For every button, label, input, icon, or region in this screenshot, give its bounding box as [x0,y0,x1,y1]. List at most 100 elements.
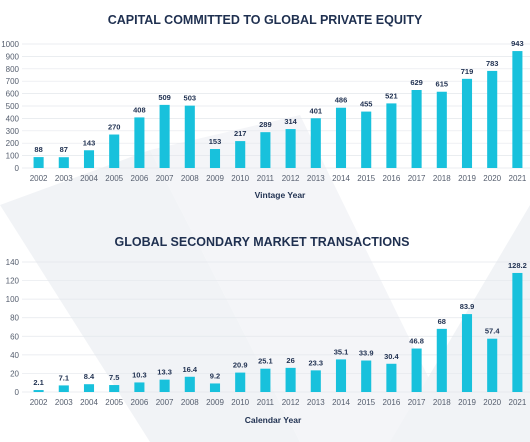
x-tick-label: 2004 [80,174,98,183]
x-tick-label: 2017 [408,398,426,407]
x-tick-label: 2015 [357,398,375,407]
data-label: 143 [83,138,96,147]
y-tick-label: 400 [6,114,20,123]
x-tick-label: 2006 [131,398,149,407]
bar [109,134,120,168]
bar [436,91,447,168]
y-tick-label: 500 [6,102,20,111]
bar [83,150,95,168]
bar [512,272,523,392]
x-tick-label: 2004 [80,398,98,407]
bar [58,157,69,168]
bar [33,390,44,392]
bar [184,376,195,392]
data-label: 783 [486,59,499,68]
data-label: 615 [436,80,449,89]
bar [461,314,473,392]
data-label: 13.3 [157,368,172,377]
data-label: 83.9 [460,302,475,311]
bar [361,360,372,392]
data-label: 87 [60,145,68,154]
bar [33,157,44,168]
data-label: 10.3 [132,370,147,379]
data-label: 521 [385,91,398,100]
y-tick-label: 80 [10,314,19,323]
data-label: 455 [360,100,373,109]
x-tick-label: 2020 [483,398,501,407]
bar [159,104,170,168]
bar [411,90,422,168]
data-label: 486 [335,96,348,105]
y-tick-label: 300 [6,127,20,136]
bar [235,141,246,168]
x-tick-label: 2012 [282,398,300,407]
bar [310,118,321,168]
x-tick-label: 2003 [55,398,73,407]
x-tick-label: 2016 [383,174,401,183]
data-label: 33.9 [359,349,374,358]
data-label: 7.5 [109,373,119,382]
x-tick-label: 2019 [458,174,476,183]
x-tick-label: 2020 [483,174,501,183]
x-tick-label: 2018 [433,398,451,407]
x-tick-label: 2007 [156,174,174,183]
bar [260,368,271,392]
x-tick-label: 2014 [332,398,350,407]
x-tick-label: 2013 [307,398,325,407]
x-tick-label: 2005 [105,174,123,183]
bar [386,363,397,392]
chart-capital-committed: CAPITAL COMMITTED TO GLOBAL PRIVATE EQUI… [1,13,530,200]
x-tick-label: 2008 [181,398,199,407]
bar [386,103,397,168]
data-label: 25.1 [258,357,273,366]
y-tick-label: 60 [10,332,19,341]
bar [109,385,120,392]
bar [285,129,296,168]
y-tick-label: 600 [6,90,20,99]
bar [436,328,447,392]
bar [335,107,347,168]
data-label: 46.8 [409,337,424,346]
bar [461,78,473,168]
x-tick-label: 2007 [156,398,174,407]
data-label: 153 [209,137,222,146]
bar [235,372,246,392]
y-tick-label: 1000 [1,40,19,49]
x-tick-label: 2021 [509,174,527,183]
bar [487,70,498,168]
x-tick-label: 2003 [55,174,73,183]
x-tick-label: 2009 [206,398,224,407]
data-label: 16.4 [182,365,197,374]
x-tick-label: 2008 [181,174,199,183]
data-label: 401 [310,106,323,115]
data-label: 9.2 [210,371,220,380]
y-tick-label: 0 [15,164,20,173]
data-label: 88 [34,145,42,154]
y-tick-label: 20 [10,369,19,378]
data-label: 20.9 [233,361,248,370]
x-tick-label: 2005 [105,398,123,407]
x-tick-label: 2012 [282,174,300,183]
bar [58,385,69,392]
bar [411,348,422,392]
data-label: 289 [259,120,272,129]
bar [285,367,296,392]
y-tick-label: 140 [6,258,20,267]
x-tick-label: 2002 [30,398,48,407]
data-label: 270 [108,123,121,132]
x-axis-label: Calendar Year [245,415,302,425]
bar [134,117,145,168]
bar [335,359,347,392]
chart-title: CAPITAL COMMITTED TO GLOBAL PRIVATE EQUI… [108,13,423,27]
chart-title: GLOBAL SECONDARY MARKET TRANSACTIONS [115,235,410,249]
x-tick-label: 2018 [433,174,451,183]
bar [209,383,221,392]
y-tick-label: 0 [15,388,20,397]
x-tick-label: 2010 [231,174,249,183]
data-label: 26 [286,356,294,365]
bar [134,382,145,392]
data-label: 23.3 [308,358,323,367]
y-tick-label: 120 [6,277,20,286]
